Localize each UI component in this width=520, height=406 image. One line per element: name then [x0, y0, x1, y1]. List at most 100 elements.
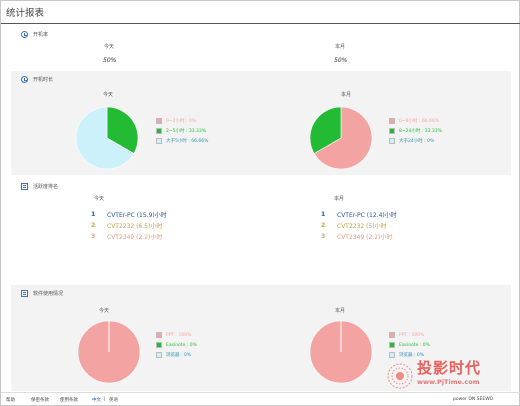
legend-label: 2~5小时 : 33.33%	[166, 129, 207, 134]
legend-item: 0~8小时 : 66.66%	[389, 116, 442, 126]
legend-label: 浏览器 : 0%	[166, 353, 192, 358]
pie-slice-0	[313, 106, 373, 170]
legend-label: 8~24小时 : 33.33%	[399, 129, 442, 134]
rank-text: CVTEr-PC (12.4)小时	[337, 212, 397, 219]
software-use-today-pie	[77, 320, 141, 384]
legend-label: PPT : 100%	[399, 332, 425, 338]
software-use-today-label: 今天	[99, 308, 110, 314]
legend-swatch	[389, 342, 395, 348]
legend-item: Easinote : 0%	[156, 340, 197, 350]
legend-label: Easinote : 0%	[399, 342, 430, 348]
boot-time-month-label: 本月	[341, 92, 352, 98]
lang-cn-link[interactable]: 中文	[92, 398, 101, 403]
boot-time-section: 开机时长 今天 本月 0~2小时 : 0% 2~5小时 : 33.33% 大于5小时…	[11, 71, 511, 175]
clock-icon	[21, 30, 28, 38]
software-use-today-legend: PPT : 100% Easinote : 0% 浏览器 : 0%	[156, 330, 197, 360]
boot-time-month-pie	[309, 106, 373, 170]
boot-time-today-pie	[75, 106, 139, 170]
rank-item[interactable]: 2 CVT2232 (6.5)小时	[91, 220, 167, 231]
legend-swatch	[389, 118, 395, 124]
boot-rate-heading: 开机率	[21, 29, 48, 39]
pie-slice-2	[75, 106, 135, 170]
usage-rank-month-label: 本月	[334, 196, 345, 202]
legend-swatch	[156, 118, 162, 124]
help-link[interactable]: 帮助	[6, 398, 15, 403]
usage-rank-today-list: 1 CVTEr-PC (15.9)小时 2 CVT2232 (6.5)小时 3 CVT23…	[91, 209, 167, 242]
legend-label: 浏览器 : 0%	[399, 353, 425, 358]
legend-item: 浏览器 : 0%	[156, 350, 197, 360]
rank-number: 1	[91, 211, 96, 218]
legend-swatch	[389, 138, 395, 144]
boot-time-heading: 开机时长	[21, 74, 53, 84]
boot-rate-month-label: 本月	[335, 44, 346, 50]
legend-swatch	[156, 138, 162, 144]
rank-number: 3	[91, 233, 96, 240]
rank-item[interactable]: 1 CVTEr-PC (15.9)小时	[91, 209, 167, 220]
rank-number: 2	[91, 222, 96, 229]
boot-rate-today-value: 50%	[103, 57, 117, 64]
software-use-month-label: 本月	[335, 308, 346, 314]
software-use-heading: 软件使用情况	[21, 288, 63, 298]
legend-item: 大于5小时 : 66.66%	[156, 136, 208, 146]
legend-swatch	[156, 128, 162, 134]
page-header: 统计报表	[1, 1, 520, 24]
watermark-url: www.PjTime.com	[417, 378, 480, 386]
rank-number: 3	[321, 233, 326, 240]
rank-text: CVT2232 (5)小时	[337, 223, 387, 230]
footer: 帮助 保密条款 使用条款 中文 | 英语 power ON SEEWO	[1, 392, 520, 406]
rank-item[interactable]: 1 CVTEr-PC (12.4)小时	[321, 209, 397, 220]
legend-item: 浏览器 : 0%	[389, 350, 430, 360]
rank-item[interactable]: 2 CVT2232 (5)小时	[321, 220, 397, 231]
rank-text: CVT2349 (2.2)小时	[337, 234, 393, 241]
boot-rate-today-label: 今天	[104, 44, 115, 50]
rank-text: CVT2349 (2.2)小时	[107, 234, 163, 241]
legend-label: 0~2小时 : 0%	[166, 119, 197, 124]
rank-item[interactable]: 3 CVT2349 (2.2)小时	[321, 231, 397, 242]
legend-item: PPT : 100%	[389, 330, 430, 340]
list-icon	[21, 182, 28, 190]
rank-number: 2	[321, 222, 326, 229]
rank-number: 1	[321, 211, 326, 218]
watermark-cn: 投影时代	[417, 359, 482, 377]
usage-rank-heading: 活跃度排名	[21, 181, 58, 191]
legend-swatch	[389, 352, 395, 358]
page-title: 统计报表	[6, 8, 45, 19]
legend-item: PPT : 100%	[156, 330, 197, 340]
legend-swatch	[389, 332, 395, 338]
software-use-month-pie	[309, 320, 373, 384]
legend-item: 0~2小时 : 0%	[156, 116, 208, 126]
legend-item: Easinote : 0%	[389, 340, 430, 350]
lang-en-link[interactable]: 英语	[109, 398, 118, 403]
lang-separator: |	[104, 397, 106, 402]
terms-link[interactable]: 使用条款	[60, 398, 78, 403]
rank-text: CVTEr-PC (15.9)小时	[107, 212, 167, 219]
legend-swatch	[156, 352, 162, 358]
legend-item: 大于24小时 : 0%	[389, 136, 442, 146]
usage-rank-section: 活跃度排名 今天 本月 1 CVTEr-PC (15.9)小时 2 CVT2232 (…	[11, 179, 511, 279]
legend-label: 0~8小时 : 66.66%	[399, 119, 440, 124]
clock-icon	[21, 75, 28, 83]
legend-swatch	[156, 332, 162, 338]
software-use-month-legend: PPT : 100% Easinote : 0% 浏览器 : 0%	[389, 330, 430, 360]
legend-item: 8~24小时 : 33.33%	[389, 126, 442, 136]
boot-time-month-legend: 0~8小时 : 66.66% 8~24小时 : 33.33% 大于24小时 : 0%	[389, 116, 442, 146]
legend-item: 2~5小时 : 33.33%	[156, 126, 208, 136]
boot-rate-section: 开机率 今天 50% 本月 50%	[11, 29, 511, 69]
legend-label: 大于24小时 : 0%	[399, 139, 435, 144]
legend-label: Easinote : 0%	[166, 342, 197, 348]
boot-time-today-label: 今天	[103, 92, 114, 98]
legend-label: PPT : 100%	[166, 332, 192, 338]
legend-swatch	[389, 128, 395, 134]
list-icon	[21, 289, 28, 297]
legend-label: 大于5小时 : 66.66%	[166, 139, 209, 144]
usage-rank-month-list: 1 CVTEr-PC (12.4)小时 2 CVT2232 (5)小时 3 CVT2349…	[321, 209, 397, 242]
usage-rank-today-label: 今天	[94, 196, 105, 202]
watermark-logo-icon	[387, 363, 413, 389]
privacy-link[interactable]: 保密条款	[31, 398, 49, 403]
rank-item[interactable]: 3 CVT2349 (2.2)小时	[91, 231, 167, 242]
powered-by: power ON SEEWO	[453, 397, 494, 402]
legend-swatch	[156, 342, 162, 348]
boot-time-today-legend: 0~2小时 : 0% 2~5小时 : 33.33% 大于5小时 : 66.66%	[156, 116, 208, 146]
pie-slice-1	[309, 106, 342, 154]
